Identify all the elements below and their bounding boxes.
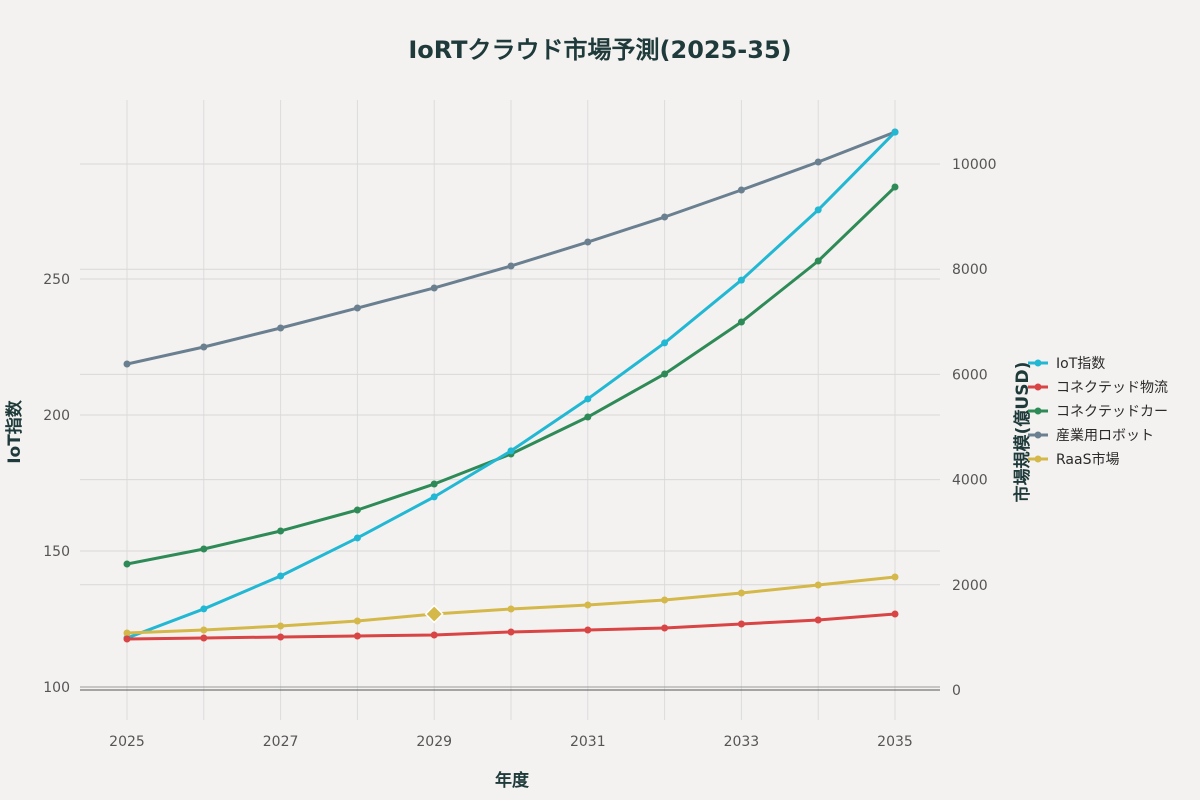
data-point — [507, 628, 515, 636]
data-point — [661, 339, 669, 347]
data-point — [891, 183, 899, 191]
legend-label: IoT指数 — [1056, 356, 1105, 372]
y-tick-label: 150 — [43, 544, 70, 560]
data-point — [123, 560, 131, 568]
data-point — [430, 631, 438, 639]
data-point — [814, 206, 822, 214]
data-point — [277, 572, 285, 580]
data-point — [584, 626, 592, 634]
tick-labels: 100 150 200 250 0 2000 4000 6000 8000 10000 2025 20… — [43, 157, 996, 750]
y2-tick-label: 10000 — [952, 157, 997, 173]
y2-tick-label: 6000 — [952, 367, 988, 383]
y-tick-label: 200 — [43, 408, 70, 424]
data-point — [891, 610, 899, 618]
data-point — [200, 605, 208, 613]
data-point — [277, 527, 285, 535]
y-axis-label: IoT指数 — [4, 399, 25, 464]
series-layer — [123, 128, 899, 643]
data-point — [507, 605, 515, 613]
data-point — [737, 186, 745, 194]
x-tick-label: 2025 — [109, 734, 145, 750]
y2-axis-label: 市場規模(億USD) — [1012, 362, 1033, 503]
data-point — [200, 634, 208, 642]
data-point — [353, 617, 361, 625]
legend-item: コネクテッド物流 — [1028, 380, 1168, 396]
data-point — [123, 360, 131, 368]
grid — [80, 100, 940, 720]
x-tick-label: 2029 — [416, 734, 452, 750]
y2-tick-label: 0 — [952, 683, 961, 699]
data-point — [353, 632, 361, 640]
x-tick-label: 2027 — [263, 734, 299, 750]
data-point — [123, 629, 131, 637]
data-point — [584, 413, 592, 421]
data-point — [584, 601, 592, 609]
data-point — [430, 493, 438, 501]
legend-label: RaaS市場 — [1056, 451, 1119, 468]
legend-item: 産業用ロボット — [1028, 428, 1154, 444]
series-4 — [123, 573, 899, 637]
legend-item: RaaS市場 — [1028, 451, 1119, 468]
data-point — [430, 284, 438, 292]
data-point — [584, 238, 592, 246]
highlight-marker — [424, 604, 444, 624]
data-point — [507, 262, 515, 270]
data-point — [430, 480, 438, 488]
x-tick-label: 2031 — [570, 734, 606, 750]
data-point — [814, 616, 822, 624]
data-point — [661, 596, 669, 604]
legend-label: 産業用ロボット — [1056, 428, 1154, 444]
legend-marker — [1034, 383, 1042, 391]
data-point — [737, 620, 745, 628]
legend-label: コネクテッドカー — [1056, 404, 1168, 420]
data-point — [891, 573, 899, 581]
data-point — [891, 128, 899, 136]
data-point — [737, 318, 745, 326]
data-point — [277, 622, 285, 630]
data-point — [737, 589, 745, 597]
legend-marker — [1034, 407, 1042, 415]
data-point — [123, 635, 131, 643]
data-point — [507, 447, 515, 455]
data-point — [200, 626, 208, 634]
data-point — [584, 395, 592, 403]
data-point — [814, 581, 822, 589]
legend-marker — [1034, 359, 1042, 367]
data-point — [661, 624, 669, 632]
data-point — [353, 506, 361, 514]
legend-label: コネクテッド物流 — [1056, 380, 1168, 396]
data-point — [200, 545, 208, 553]
y-tick-label: 250 — [43, 272, 70, 288]
chart-title: IoRTクラウド市場予測(2025-35) — [408, 36, 791, 64]
y2-tick-label: 4000 — [952, 473, 988, 489]
legend-item: コネクテッドカー — [1028, 404, 1168, 420]
legend-marker — [1034, 455, 1042, 463]
data-point — [661, 370, 669, 378]
y-tick-label: 100 — [43, 680, 70, 696]
data-point — [353, 534, 361, 542]
y2-tick-label: 8000 — [952, 262, 988, 278]
data-point — [737, 276, 745, 284]
legend-item: IoT指数 — [1028, 356, 1105, 372]
x-axis-label: 年度 — [495, 770, 530, 791]
legend-marker — [1034, 431, 1042, 439]
series-1 — [123, 610, 899, 643]
data-point — [353, 304, 361, 312]
data-point — [277, 324, 285, 332]
data-point — [814, 257, 822, 265]
data-point — [200, 343, 208, 351]
data-point — [277, 633, 285, 641]
x-tick-label: 2035 — [877, 734, 913, 750]
data-point — [814, 158, 822, 166]
x-tick-label: 2033 — [724, 734, 760, 750]
y2-tick-label: 2000 — [952, 578, 988, 594]
data-point — [661, 213, 669, 221]
